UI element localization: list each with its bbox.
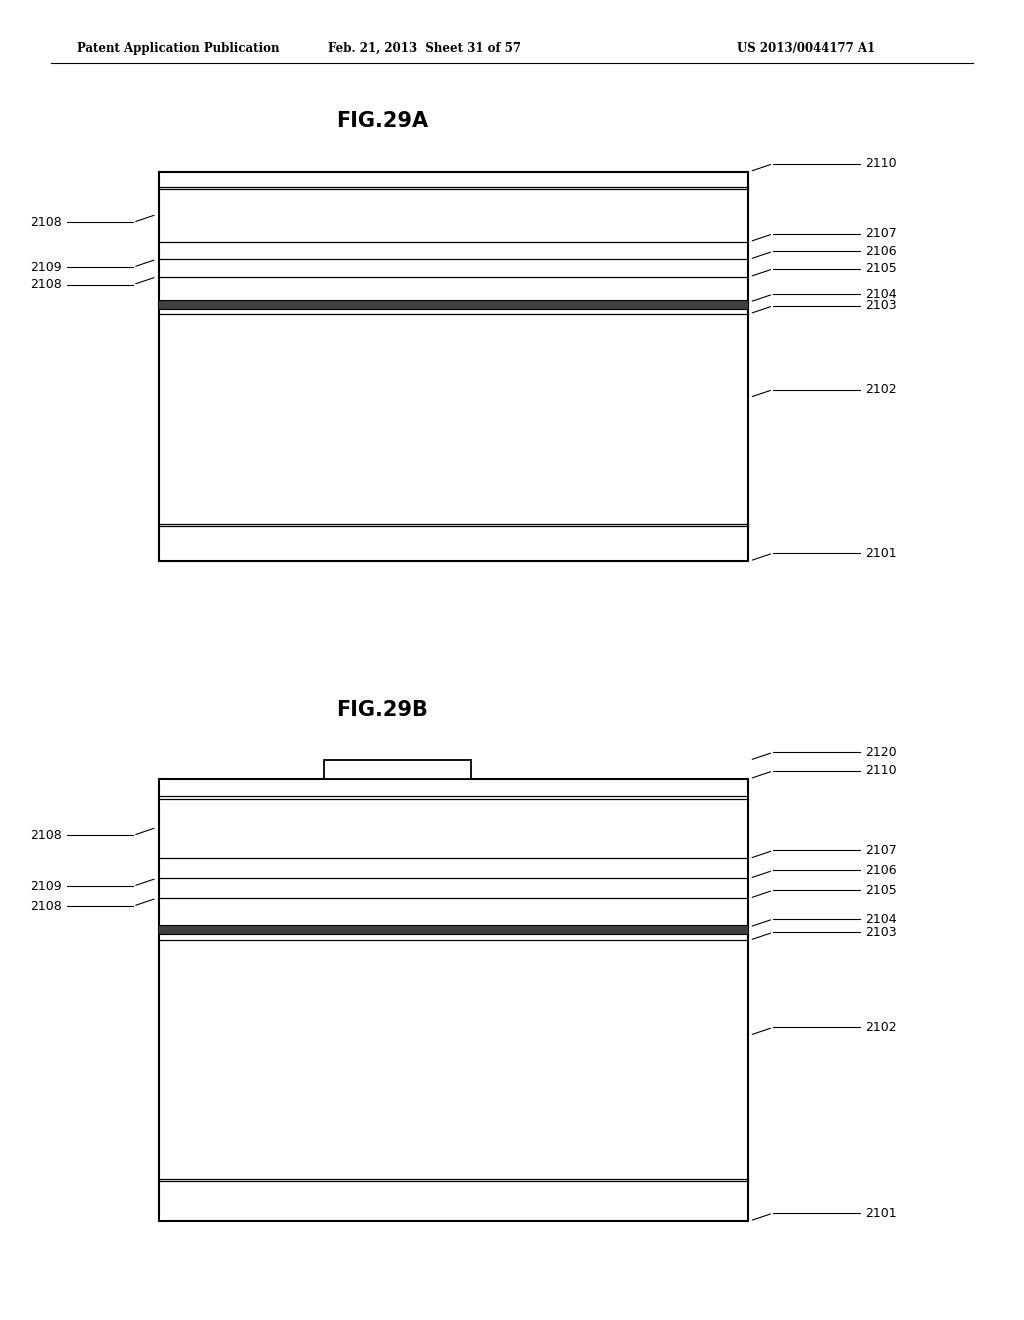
Bar: [324, 760, 471, 779]
Text: 2109: 2109: [30, 260, 61, 273]
Text: FIG.29B: FIG.29B: [337, 700, 428, 721]
Bar: [159, 300, 748, 309]
Text: 2101: 2101: [865, 1206, 897, 1220]
Text: Feb. 21, 2013  Sheet 31 of 57: Feb. 21, 2013 Sheet 31 of 57: [329, 42, 521, 54]
Text: 2107: 2107: [865, 227, 897, 240]
Text: 2105: 2105: [865, 263, 897, 276]
Text: 2107: 2107: [865, 843, 897, 857]
Text: 2102: 2102: [865, 1020, 897, 1034]
Text: 2109: 2109: [30, 879, 61, 892]
Text: 2120: 2120: [865, 746, 897, 759]
Text: 2101: 2101: [865, 546, 897, 560]
Text: 2102: 2102: [865, 383, 897, 396]
Text: 2106: 2106: [865, 244, 897, 257]
Bar: [159, 779, 748, 1221]
Text: 2108: 2108: [30, 279, 61, 292]
Text: 2103: 2103: [865, 925, 897, 939]
Text: Patent Application Publication: Patent Application Publication: [77, 42, 280, 54]
Text: 2110: 2110: [865, 157, 897, 170]
Text: 2108: 2108: [30, 829, 61, 842]
Text: 2104: 2104: [865, 288, 897, 301]
Text: 2108: 2108: [30, 216, 61, 228]
Text: 2104: 2104: [865, 912, 897, 925]
Bar: [159, 172, 748, 561]
Text: US 2013/0044177 A1: US 2013/0044177 A1: [737, 42, 876, 54]
Text: 2105: 2105: [865, 884, 897, 896]
Text: 2106: 2106: [865, 863, 897, 876]
Text: 2103: 2103: [865, 300, 897, 313]
Text: FIG.29A: FIG.29A: [337, 111, 428, 132]
Text: 2108: 2108: [30, 900, 61, 912]
Bar: [159, 925, 748, 935]
Text: 2110: 2110: [865, 764, 897, 777]
